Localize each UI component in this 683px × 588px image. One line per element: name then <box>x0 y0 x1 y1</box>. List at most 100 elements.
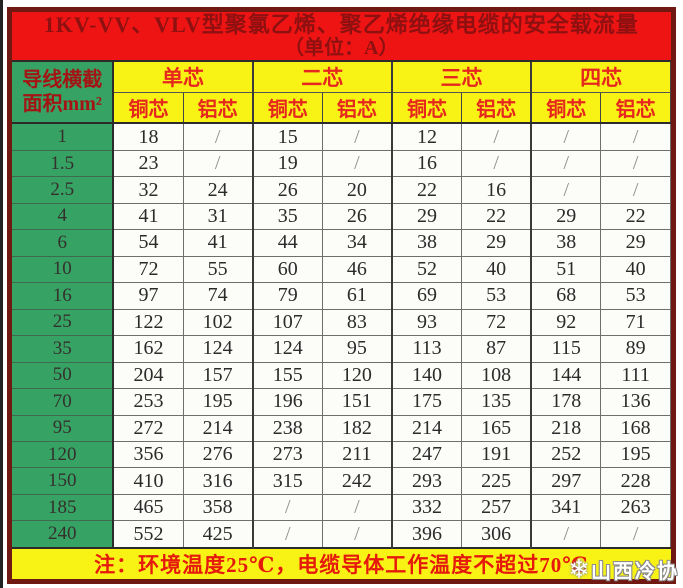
table-body: 1KV-VV、VLV型聚氯乙烯、聚乙烯绝缘电缆的安全载流量 （单位：A） 导线横… <box>12 12 672 579</box>
value-cell: 276 <box>182 440 254 469</box>
row-header-line1: 导线横截 <box>22 69 103 92</box>
value-cell: 214 <box>391 414 463 442</box>
column-group-1: 单芯 <box>112 60 254 94</box>
value-cell: / <box>530 149 602 178</box>
value-cell: 306 <box>461 520 533 549</box>
value-cell: / <box>530 176 602 204</box>
table-row: 150 410 316 315 242 293 225 297 228 <box>12 467 671 495</box>
value-cell: 29 <box>600 229 671 257</box>
table-row: 6 54 41 44 34 38 29 38 29 <box>12 229 671 257</box>
size-cell: 10 <box>12 256 115 284</box>
value-cell: 356 <box>112 440 184 469</box>
value-cell: 178 <box>530 388 602 416</box>
value-cell: 165 <box>461 414 533 442</box>
value-cell: / <box>461 122 533 151</box>
size-cell: 6 <box>12 229 115 257</box>
table-row: 240 552 425//396 306// <box>12 520 671 549</box>
value-cell: 124 <box>252 335 323 363</box>
table-row: 16 97 74 79 61 69 53 68 53 <box>12 282 671 310</box>
title-text: 1KV-VV、VLV型聚氯乙烯、聚乙烯绝缘电缆的安全载流量 <box>43 12 639 37</box>
value-cell: 38 <box>530 229 602 257</box>
value-cell: 315 <box>252 467 323 495</box>
value-cell: 22 <box>600 202 671 231</box>
value-cell: / <box>182 149 254 178</box>
table-row: 120 356 276 273 211 247 191 252 195 <box>12 440 671 469</box>
value-cell: 247 <box>391 440 463 469</box>
value-cell: 18 <box>112 122 184 151</box>
size-cell: 50 <box>12 362 115 390</box>
size-cell: 35 <box>12 335 115 363</box>
photo-edge-artifact <box>0 0 3 588</box>
value-cell: 93 <box>391 308 463 337</box>
sub-column-header: 铝芯 <box>461 92 533 125</box>
value-cell: / <box>321 149 393 178</box>
value-cell: 111 <box>600 361 671 390</box>
column-group-3: 三芯 <box>391 60 533 94</box>
value-cell: 175 <box>391 388 463 416</box>
size-cell: 1 <box>12 123 115 151</box>
value-cell: 22 <box>461 202 533 231</box>
table-row: 4 41 31 35 26 29 22 29 22 <box>12 202 671 231</box>
value-cell: 136 <box>600 388 671 416</box>
table-row: 50 204 157 155 120 140 108 144 111 <box>12 361 671 390</box>
column-group-2: 二芯 <box>252 60 393 94</box>
value-cell: 20 <box>321 176 393 204</box>
size-cell: 240 <box>12 520 115 549</box>
value-cell: 24 <box>182 176 254 204</box>
value-cell: 358 <box>182 493 254 522</box>
value-cell: 293 <box>391 467 463 495</box>
note-row: 注：环境温度25℃，电缆导体工作温度不超过70℃ <box>12 547 671 579</box>
value-cell: 120 <box>321 361 393 390</box>
value-cell: 151 <box>321 388 393 416</box>
value-cell: 425 <box>182 520 254 549</box>
sub-column-header: 铝芯 <box>321 92 393 125</box>
value-cell: 238 <box>252 414 323 442</box>
column-group-4: 四芯 <box>530 60 672 94</box>
value-cell: 26 <box>252 176 323 204</box>
value-cell: 41 <box>182 229 254 257</box>
value-cell: 72 <box>461 308 533 337</box>
value-cell: 53 <box>461 282 533 310</box>
value-cell: / <box>461 149 533 178</box>
value-cell: 16 <box>391 149 463 178</box>
value-cell: 195 <box>600 440 671 469</box>
value-cell: 107 <box>252 308 323 337</box>
value-cell: 97 <box>112 282 184 310</box>
value-cell: 29 <box>530 202 602 231</box>
value-cell: 214 <box>182 414 254 442</box>
table-row: 35 162 124 124 95 113 87 115 89 <box>12 335 671 363</box>
value-cell: / <box>600 122 671 151</box>
value-cell: 55 <box>182 255 254 284</box>
value-cell: 72 <box>112 255 184 284</box>
value-cell: 195 <box>182 388 254 416</box>
value-cell: 297 <box>530 467 602 495</box>
value-cell: 71 <box>600 308 671 337</box>
size-cell: 25 <box>12 309 115 337</box>
value-cell: 263 <box>600 493 671 522</box>
size-cell: 120 <box>12 441 115 469</box>
value-cell: 135 <box>461 388 533 416</box>
size-cell: 95 <box>12 415 115 442</box>
sub-header-row: 铜芯 铝芯 铜芯 铝芯 铜芯 铝芯 铜芯 铝芯 <box>12 92 671 125</box>
value-cell: 124 <box>182 335 254 363</box>
sub-column-header: 铜芯 <box>252 92 323 125</box>
value-cell: 12 <box>391 122 463 151</box>
value-cell: 35 <box>252 202 323 231</box>
table-row: 25 122 102 107 83 93 72 92 71 <box>12 308 671 337</box>
value-cell: 22 <box>391 176 463 204</box>
value-cell: / <box>252 520 323 549</box>
ampacity-table: 1KV-VV、VLV型聚氯乙烯、聚乙烯绝缘电缆的安全载流量 （单位：A） 导线横… <box>12 12 672 579</box>
value-cell: / <box>530 122 602 151</box>
value-cell: 225 <box>461 467 533 495</box>
value-cell: 144 <box>530 361 602 390</box>
value-cell: / <box>600 520 671 549</box>
value-cell: 396 <box>391 520 463 549</box>
size-cell: 2.5 <box>12 176 115 204</box>
value-cell: 115 <box>530 335 602 363</box>
table-row: 1 18/15/12// / <box>12 122 671 151</box>
sub-column-header: 铝芯 <box>182 92 254 125</box>
size-cell: 150 <box>12 467 115 495</box>
value-cell: / <box>321 122 393 151</box>
size-cell: 185 <box>12 494 115 522</box>
value-cell: / <box>530 520 602 549</box>
